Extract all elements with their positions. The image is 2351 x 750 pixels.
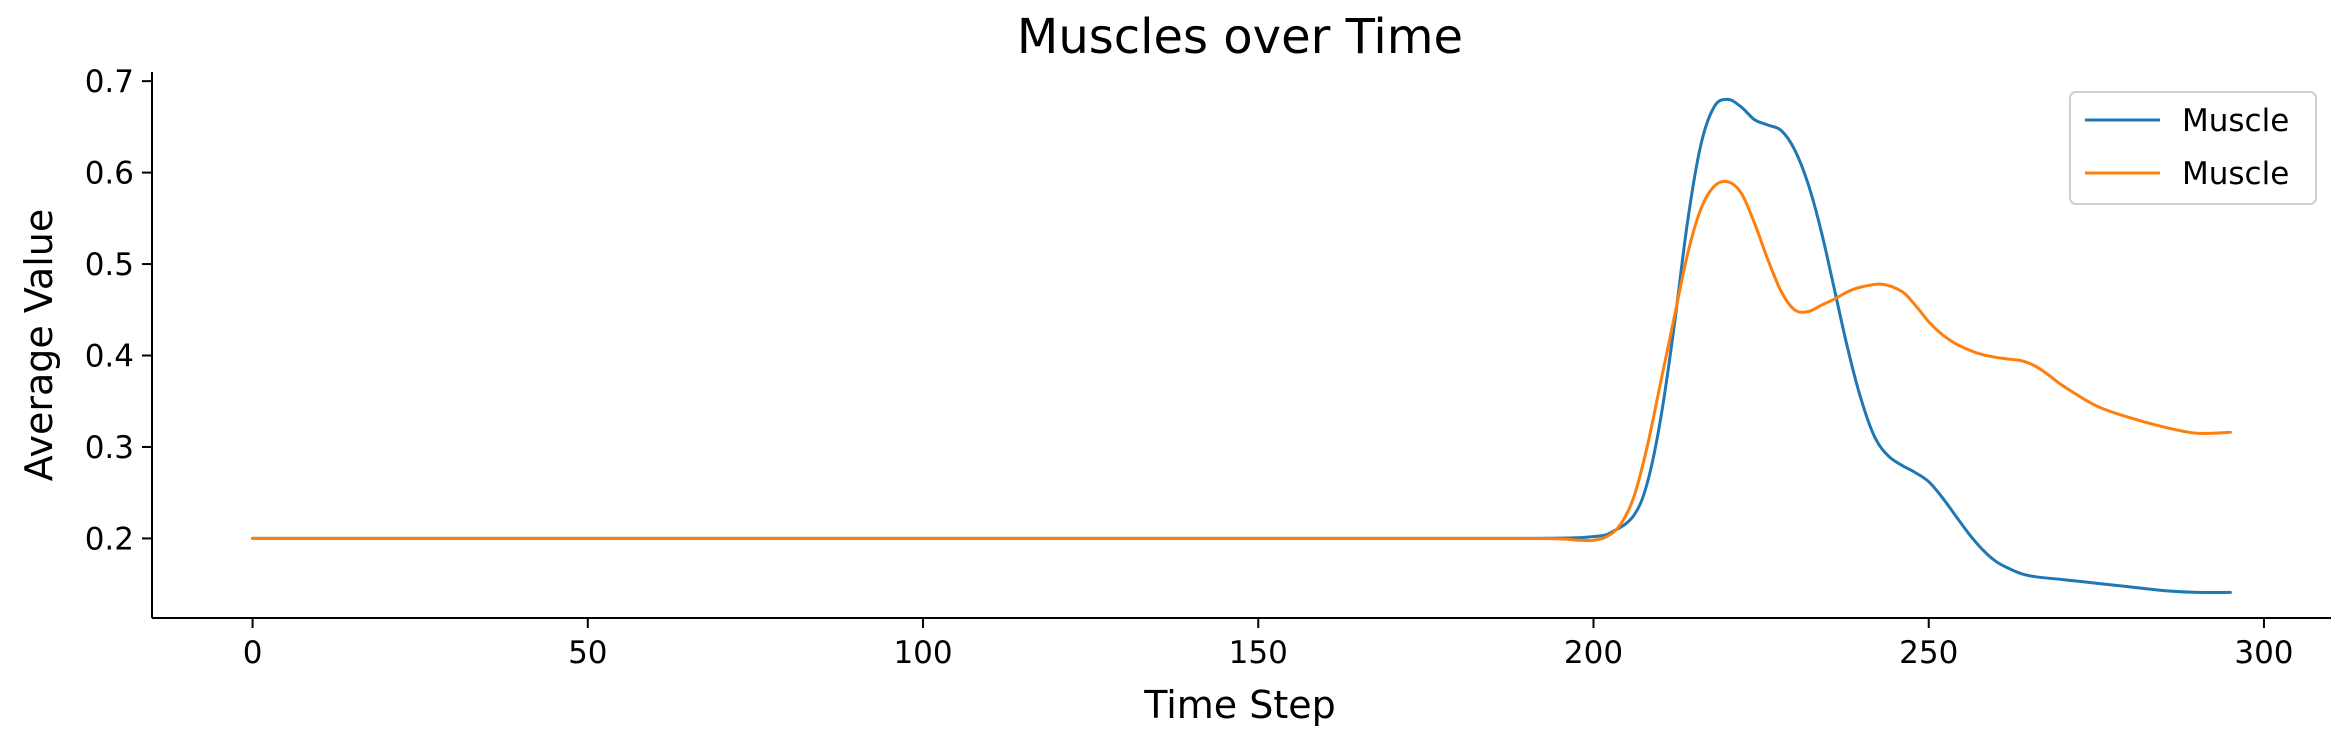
x-tick-label: 300 (2234, 635, 2293, 671)
plot-area (251, 97, 2232, 595)
x-tick-label: 250 (1899, 635, 1958, 671)
chart-title: Muscles over Time (1017, 9, 1463, 65)
x-tick-label: 0 (243, 635, 263, 671)
x-ticks: 0 50 100 150 200 250 300 (243, 618, 2294, 671)
legend-label-1: Muscle (2182, 103, 2289, 139)
y-tick-label: 0.6 (85, 156, 134, 192)
y-ticks: 0.2 0.3 0.4 0.5 0.6 0.7 (85, 64, 152, 557)
y-tick-label: 0.7 (85, 64, 134, 100)
y-axis-label: Average Value (17, 209, 61, 481)
legend-label-2: Muscle (2182, 156, 2289, 192)
series-line-1 (251, 97, 2232, 595)
x-tick-label: 100 (893, 635, 952, 671)
legend: Muscle Muscle (2069, 91, 2317, 205)
series-line-2 (251, 179, 2232, 543)
x-tick-label: 200 (1564, 635, 1623, 671)
y-tick-label: 0.5 (85, 247, 134, 283)
y-tick-label: 0.2 (85, 521, 134, 557)
x-tick-label: 150 (1229, 635, 1288, 671)
y-tick-label: 0.4 (85, 339, 134, 375)
x-axis-label: Time Step (1143, 683, 1336, 727)
x-tick-label: 50 (568, 635, 607, 671)
y-tick-label: 0.3 (85, 430, 134, 466)
axes (151, 72, 2331, 619)
